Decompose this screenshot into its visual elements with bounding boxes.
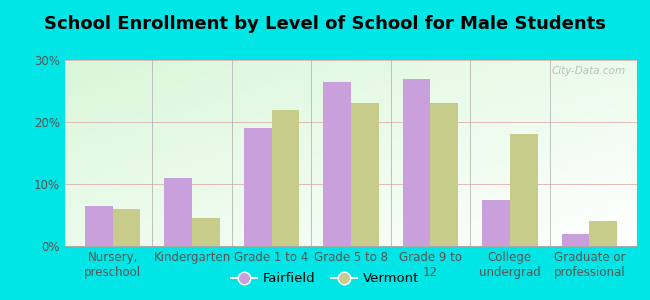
Bar (323, 82, 351, 246)
Bar (112, 209, 140, 246)
Legend: Fairfield, Vermont: Fairfield, Vermont (226, 267, 424, 290)
Bar (590, 221, 617, 246)
Bar (562, 234, 590, 246)
Bar (482, 200, 510, 246)
Bar (402, 79, 430, 246)
Bar (192, 218, 220, 246)
Bar (430, 103, 458, 246)
Text: City-Data.com: City-Data.com (551, 66, 625, 76)
Bar (510, 134, 538, 246)
Bar (85, 206, 112, 246)
Bar (351, 103, 379, 246)
Bar (272, 110, 300, 246)
Bar (244, 128, 272, 246)
Text: School Enrollment by Level of School for Male Students: School Enrollment by Level of School for… (44, 15, 606, 33)
Bar (164, 178, 192, 246)
